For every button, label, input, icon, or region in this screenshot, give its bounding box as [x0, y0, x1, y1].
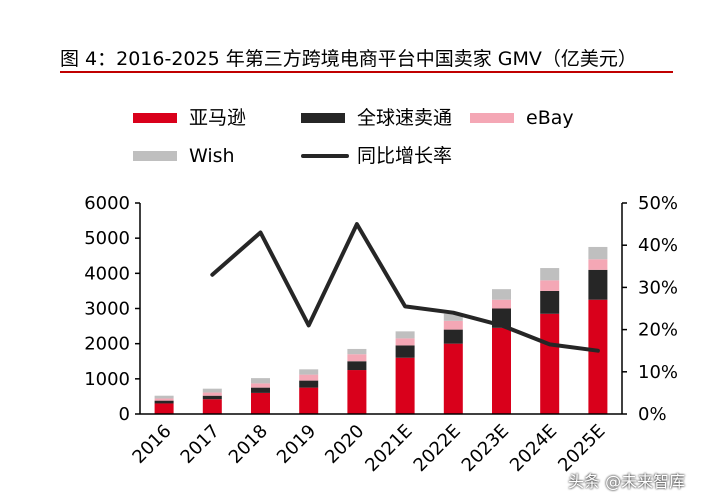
- x-tick-label: 2019: [273, 421, 320, 468]
- x-tick-label: 2024E: [506, 421, 561, 476]
- x-tick-label: 2023E: [458, 421, 513, 476]
- bar-segment: [443, 313, 463, 321]
- x-tick-label: 2016: [128, 421, 175, 468]
- bar-segment: [395, 331, 415, 339]
- legend-swatch: [133, 151, 177, 161]
- legend-swatch: [133, 113, 177, 123]
- right-tick-label: 30%: [638, 277, 678, 298]
- bar-segment: [395, 357, 415, 414]
- bar-segment: [540, 280, 560, 291]
- left-tick-label: 0: [119, 404, 130, 425]
- bar-segment: [540, 268, 560, 281]
- bar-segment: [202, 399, 222, 414]
- growth-rate-line: [210, 222, 600, 353]
- bar-segment: [492, 327, 511, 414]
- bar-segment: [154, 395, 174, 399]
- x-tick-label: 2018: [225, 421, 272, 468]
- right-tick-label: 20%: [638, 320, 678, 341]
- right-tick-label: 50%: [638, 193, 678, 214]
- bar-segment: [492, 299, 511, 309]
- bar-segment: [492, 289, 511, 300]
- bar-segment: [347, 370, 367, 414]
- legend-label: 全球速卖通: [357, 107, 452, 129]
- bar-segment: [154, 400, 174, 404]
- bar-segment: [443, 320, 463, 330]
- bar-segment: [251, 392, 270, 414]
- chart-title: 图 4：2016-2025 年第三方跨境电商平台中国卖家 GMV（亿美元）: [60, 48, 637, 70]
- bar-segment: [588, 269, 608, 300]
- bar-segment: [299, 380, 319, 388]
- bar-segment: [251, 383, 270, 388]
- x-tick-label: 2021E: [361, 421, 416, 476]
- bar-segment: [202, 388, 222, 393]
- left-tick-label: 5000: [84, 228, 130, 249]
- legend-label: Wish: [189, 145, 235, 167]
- right-tick-label: 0%: [638, 404, 667, 425]
- bar-segment: [299, 369, 319, 375]
- bar-segment: [251, 387, 270, 393]
- title-rule: [60, 71, 673, 73]
- left-tick-label: 2000: [84, 334, 130, 355]
- legend-swatch: [470, 113, 514, 123]
- bar-segment: [540, 290, 560, 314]
- bar-segment: [347, 361, 367, 371]
- x-tick-label: 2017: [177, 421, 224, 468]
- bar-segment: [443, 329, 463, 344]
- bar-segment: [540, 313, 560, 414]
- bar-segment: [347, 348, 367, 355]
- bar-segment: [299, 374, 319, 381]
- bar-segment: [347, 354, 367, 362]
- left-tick-label: 6000: [84, 193, 130, 214]
- bar-segment: [588, 246, 608, 260]
- legend-label: 亚马逊: [189, 107, 246, 129]
- right-tick-label: 10%: [638, 362, 678, 383]
- bar-segment: [251, 378, 270, 384]
- watermark: 头条 @未来智库: [568, 472, 686, 491]
- bar-segment: [443, 343, 463, 414]
- left-tick-label: 3000: [84, 299, 130, 320]
- bar-segment: [154, 403, 174, 414]
- bars: [154, 246, 608, 414]
- legend-label: 同比增长率: [357, 145, 452, 167]
- bar-segment: [588, 259, 608, 270]
- left-tick-label: 4000: [84, 263, 130, 284]
- right-tick-label: 40%: [638, 235, 678, 256]
- bar-segment: [299, 387, 319, 414]
- bar-segment: [395, 338, 415, 346]
- bar-segment: [395, 345, 415, 358]
- bar-segment: [154, 398, 174, 401]
- legend-swatch: [301, 113, 345, 123]
- growth-line-layer: [210, 222, 600, 353]
- bar-segment: [202, 395, 222, 400]
- legend-label: eBay: [526, 107, 574, 129]
- x-tick-label: 2022E: [410, 421, 465, 476]
- bar-segment: [588, 299, 608, 414]
- legend: 亚马逊 全球速卖通 eBay Wish 同比增长率: [133, 107, 574, 167]
- bar-segment: [202, 392, 222, 396]
- left-tick-label: 1000: [84, 369, 130, 390]
